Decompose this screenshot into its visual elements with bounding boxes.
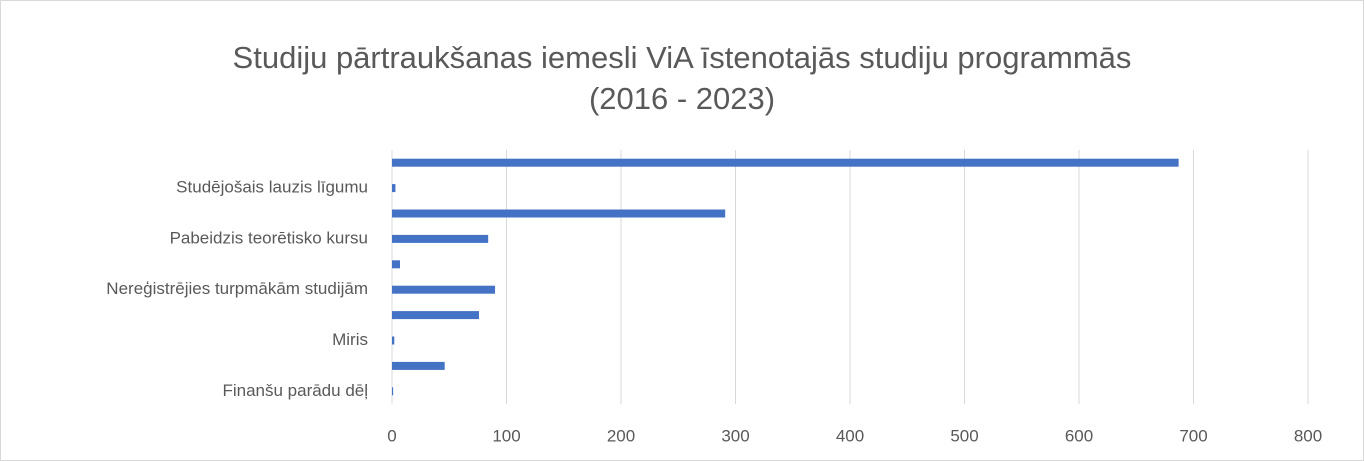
x-tick-label: 700 — [1179, 426, 1207, 445]
bar — [392, 336, 395, 345]
x-tick-label: 0 — [387, 426, 396, 445]
bar — [392, 184, 396, 193]
bar — [392, 311, 480, 320]
x-tick-label: 300 — [721, 426, 749, 445]
bar — [392, 209, 726, 218]
chart-title: (2016 - 2023) — [589, 81, 775, 116]
x-tick-label: 200 — [607, 426, 635, 445]
bar — [392, 234, 489, 243]
x-tick-label: 500 — [950, 426, 978, 445]
bar — [392, 361, 445, 370]
bar — [392, 260, 401, 269]
chart-title: Studiju pārtraukšanas iemesli ViA īsteno… — [233, 40, 1132, 75]
x-tick-label: 100 — [492, 426, 520, 445]
y-tick-label: Pabeidzis teorētisko kursu — [170, 228, 368, 247]
bar — [392, 158, 1179, 167]
y-tick-label: Miris — [332, 330, 368, 349]
y-tick-label: Nereģistrējies turpmākām studijām — [106, 279, 368, 298]
y-tick-label: Studējošais lauzis līgumu — [176, 178, 368, 197]
bar — [392, 285, 496, 294]
x-tick-label: 400 — [836, 426, 864, 445]
x-tick-label: 800 — [1294, 426, 1322, 445]
y-tick-label: Finanšu parādu dēļ — [222, 381, 368, 400]
x-tick-label: 600 — [1065, 426, 1093, 445]
bar — [392, 387, 394, 396]
